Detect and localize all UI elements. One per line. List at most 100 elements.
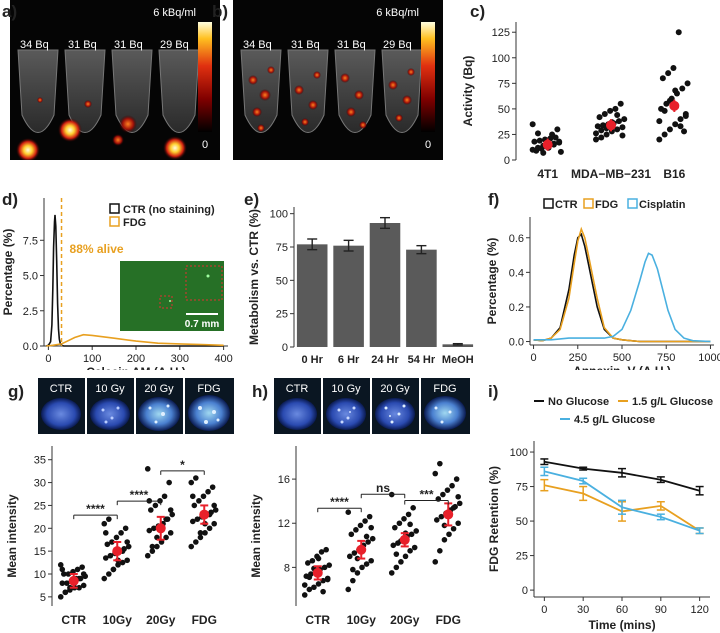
data-point <box>684 80 691 87</box>
series-line <box>533 226 711 343</box>
data-point <box>621 116 628 123</box>
data-point <box>679 85 686 92</box>
scale-max-label: 6 kBq/ml <box>376 7 419 19</box>
data-point <box>369 535 376 542</box>
data-point <box>301 582 308 588</box>
data-point <box>534 130 541 137</box>
tube-label: 29 Bq <box>383 39 412 51</box>
panel-label-h: h) <box>252 382 269 401</box>
y-axis-label: Percentage (%) <box>485 238 499 325</box>
data-point <box>306 574 313 581</box>
data-point <box>659 75 666 82</box>
data-point <box>212 507 219 513</box>
data-point <box>529 121 536 128</box>
chart-d: 0.0 2.5 5.0 7.5 0 100 200 300 400 Percentage (%) C… <box>1 198 233 370</box>
data-point <box>59 580 66 586</box>
data-point <box>666 126 673 133</box>
x-category-label: B16 <box>663 167 685 181</box>
data-point <box>188 479 195 486</box>
data-point <box>124 557 130 564</box>
significance-label: **** <box>330 495 349 509</box>
significance-label: ns <box>376 481 390 495</box>
data-point <box>326 562 333 568</box>
chart-i: 0 25 50 75 100 0 30 60 90 120 FDG Retention (%) Tim… <box>487 396 713 632</box>
panel-label-g: g) <box>8 382 25 401</box>
y-tick-label: 0.4 <box>509 267 524 279</box>
mean-marker <box>155 523 166 534</box>
x-tick-label: 0 <box>45 353 51 365</box>
data-point <box>149 548 156 554</box>
data-point <box>301 592 308 598</box>
data-point <box>619 132 626 139</box>
data-point <box>167 530 174 536</box>
data-point <box>450 504 457 511</box>
data-point <box>405 511 412 518</box>
mean-marker <box>669 100 680 111</box>
data-point <box>432 559 439 565</box>
data-point <box>79 564 85 570</box>
data-point <box>188 543 195 550</box>
scale-min-label: 0 <box>425 139 431 151</box>
data-point <box>368 557 374 564</box>
data-point <box>151 525 157 532</box>
data-point <box>359 564 365 571</box>
legend-label: 4.5 g/L Glucose <box>574 414 655 426</box>
series-line <box>533 252 711 343</box>
data-point <box>368 524 374 531</box>
data-point <box>446 531 452 538</box>
data-point <box>598 134 605 141</box>
tube-label: 31 Bq <box>291 39 320 51</box>
tube-label: 29 Bq <box>160 39 189 51</box>
data-point <box>398 559 404 565</box>
data-point <box>450 525 457 532</box>
data-point <box>363 533 370 540</box>
y-tick-label: 75 <box>276 242 288 254</box>
x-tick-label: 750 <box>657 352 675 364</box>
nucleus-tiles-h-svg: CTR 10 Gy 20 Gy FDG <box>274 378 470 434</box>
data-point <box>411 544 418 551</box>
data-point <box>536 137 543 144</box>
data-point <box>615 118 622 125</box>
y-tick-label: 25 <box>34 500 46 512</box>
data-point <box>305 560 311 566</box>
data-point <box>169 511 176 518</box>
data-point <box>357 522 364 529</box>
significance-label: *** <box>419 488 433 502</box>
nucleus-tiles-g-svg: CTR 10 Gy 20 Gy FDG <box>38 378 234 434</box>
panel-label-e: e) <box>244 190 260 209</box>
y-tick-label: 50 <box>276 275 288 287</box>
data-point <box>148 507 154 513</box>
data-point <box>125 543 132 550</box>
bar <box>296 244 328 347</box>
data-point <box>672 87 679 94</box>
data-point <box>393 564 400 571</box>
y-tick-label: 0.0 <box>509 337 524 349</box>
tube-label: 31 Bq <box>68 39 97 51</box>
y-tick-label: 125 <box>492 27 510 39</box>
data-point <box>354 570 361 576</box>
y-tick-label: 25 <box>276 309 288 321</box>
x-category-label: 20Gy <box>390 613 420 627</box>
y-tick-label: 50 <box>498 104 510 116</box>
data-point <box>449 482 455 489</box>
data-point <box>402 553 409 560</box>
data-point <box>681 128 688 135</box>
y-tick-label: 0.6 <box>509 233 524 245</box>
threshold-annotation: 88% alive <box>70 242 124 256</box>
x-tick-label: 30 <box>577 604 589 616</box>
y-axis-label: Mean intensity <box>249 494 263 578</box>
data-point <box>392 524 398 531</box>
y-axis-label: Mean intensity <box>5 494 19 578</box>
bar <box>406 249 437 347</box>
data-point <box>57 594 64 600</box>
y-tick-label: 10 <box>34 569 46 581</box>
data-point <box>144 466 151 472</box>
data-point <box>456 500 463 507</box>
chart-f: 0.0 0.2 0.4 0.6 0 250 500 750 1000 Percentage (%)… <box>485 198 720 370</box>
data-point <box>189 518 196 525</box>
x-category-label: MDA−MB−231 <box>571 167 651 181</box>
data-point <box>348 531 355 538</box>
x-category-label: 10Gy <box>347 613 377 627</box>
y-tick-label: 50 <box>516 516 528 528</box>
x-category-label: FDG <box>192 613 217 627</box>
